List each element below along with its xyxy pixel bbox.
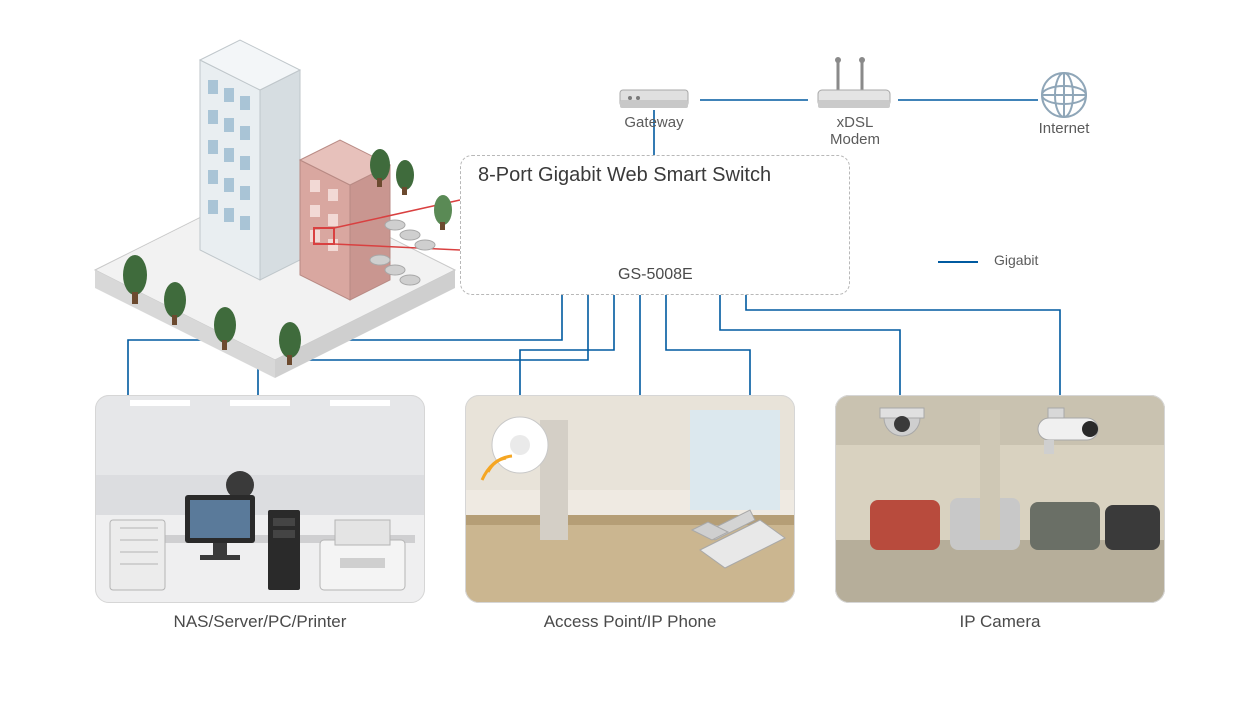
gateway-icon	[620, 90, 688, 108]
internet-icon	[1042, 73, 1086, 117]
ipcam-card	[835, 395, 1165, 603]
switch-model: GS-5008E	[618, 266, 693, 284]
building-illustration	[95, 40, 460, 378]
modem-label: xDSL Modem	[810, 114, 900, 148]
ipcam-label: IP Camera	[835, 612, 1165, 632]
internet-label: Internet	[1034, 120, 1094, 137]
nas-label: NAS/Server/PC/Printer	[95, 612, 425, 632]
diagram-canvas: EDIMAX	[0, 0, 1240, 710]
nas-card	[95, 395, 425, 603]
switch-title: 8-Port Gigabit Web Smart Switch	[478, 164, 771, 187]
ap-card	[465, 395, 795, 603]
legend-label: Gigabit	[994, 252, 1038, 268]
ap-label: Access Point/IP Phone	[465, 612, 795, 632]
modem-icon	[818, 57, 890, 108]
gateway-label: Gateway	[624, 114, 684, 131]
legend-line	[938, 261, 978, 263]
